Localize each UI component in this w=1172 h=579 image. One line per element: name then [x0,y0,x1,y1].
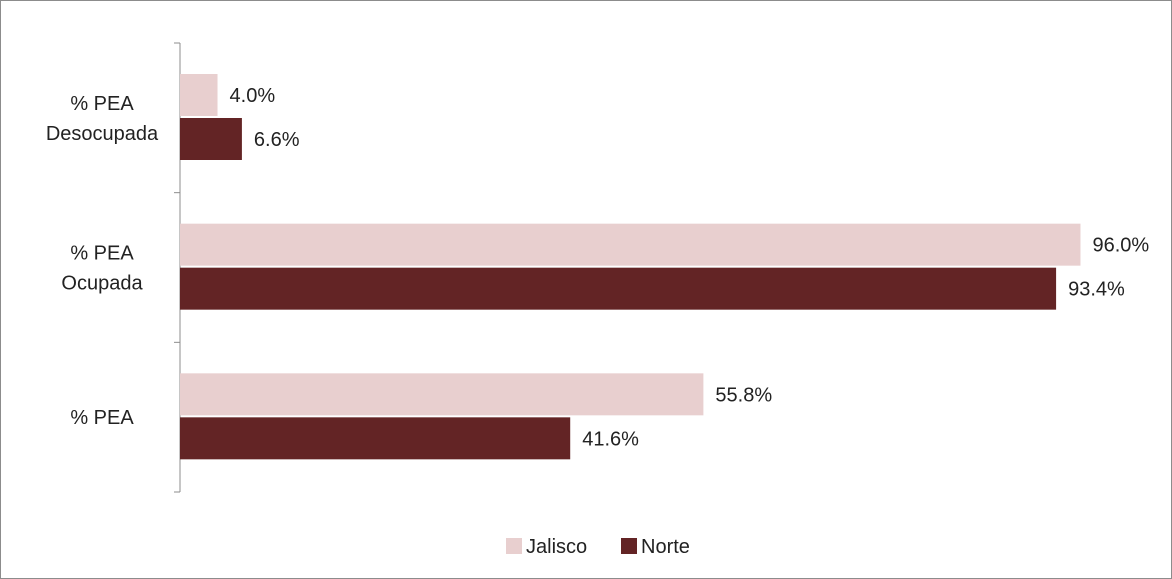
legend-swatch-norte [621,538,637,554]
bar-jalisco [180,223,1081,266]
plot-area: % PEA Desocupada 4.0% 6.6% % PEA Ocupada 96.0%… [46,42,1149,493]
data-label: 4.0% [230,85,276,107]
legend-label: Norte [641,536,690,558]
category-label: % PEA [70,407,134,429]
category-label: % PEA Desocupada [46,93,159,145]
bar-jalisco [180,373,704,416]
bar-jalisco [180,74,218,116]
bar-norte [180,417,571,460]
legend-swatch-jalisco [506,538,522,554]
data-label: 96.0% [1092,235,1149,257]
legend-label: Jalisco [526,536,587,558]
bar-norte [180,118,242,160]
data-label: 41.6% [582,428,639,450]
data-label: 93.4% [1068,279,1125,301]
legend: Jalisco Norte [506,536,690,558]
data-label: 6.6% [254,129,300,151]
category-label: % PEA Ocupada [61,243,143,295]
data-label: 55.8% [715,384,772,406]
bar-norte [180,267,1057,310]
